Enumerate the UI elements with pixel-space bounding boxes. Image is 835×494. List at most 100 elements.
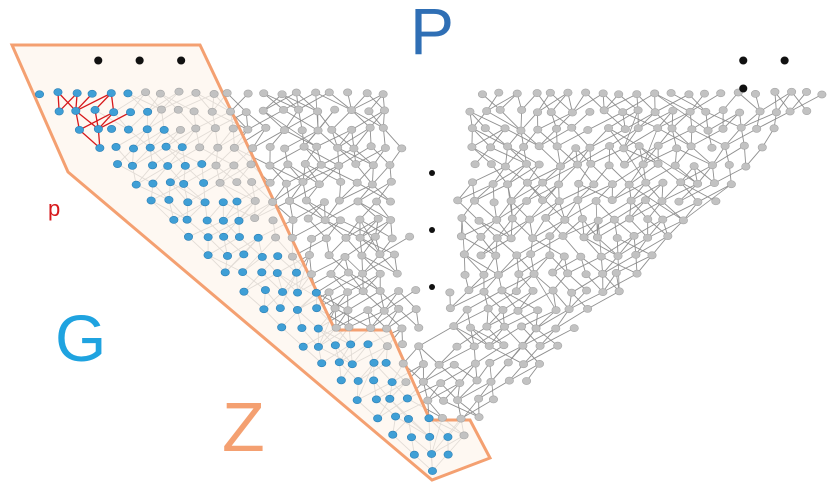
edge [583,236,619,257]
node-blue [403,415,413,423]
node [666,89,676,97]
node [373,214,383,223]
edge [485,127,508,147]
edge [470,327,490,347]
edge [353,148,374,166]
node [657,197,667,205]
node [488,395,498,404]
node [307,234,317,243]
node [739,141,749,150]
node [581,88,591,97]
edge [636,93,656,113]
node-blue [165,178,175,187]
node [619,160,629,169]
node [271,233,281,242]
edge [512,218,533,239]
edge [537,112,573,131]
node-blue [391,412,401,421]
edge [507,146,540,165]
edge [745,147,763,167]
node [280,126,290,134]
node [382,324,392,333]
node [357,251,367,260]
node [668,106,678,115]
node [752,124,762,133]
edge [362,290,385,312]
node [320,216,330,225]
node-blue [317,359,327,368]
node [614,287,624,296]
node [485,358,495,367]
vertical-ellipsis-dot [429,284,435,290]
node-blue [293,288,303,297]
node [533,125,543,134]
node-blue [313,324,323,333]
edge [348,272,381,292]
node [459,431,469,440]
edge [398,308,420,329]
node [455,379,465,388]
edge [450,289,470,309]
edge [379,290,399,310]
node [467,124,477,133]
edge [560,147,591,167]
edge [348,310,385,328]
edge [661,183,698,202]
node [474,413,484,422]
edge [676,147,713,166]
node [477,90,487,99]
node-blue [259,305,269,314]
edge [577,145,610,165]
node [593,216,603,225]
node-blue [253,233,263,242]
edge [438,346,458,366]
edge [612,182,647,201]
node [554,180,564,189]
node [592,233,602,242]
edge [289,183,320,202]
edge [526,183,559,202]
node [703,126,713,135]
node-blue [387,378,397,387]
edge [572,92,604,113]
node [436,379,446,388]
node [479,287,489,296]
edge [537,92,569,113]
node [573,196,583,204]
node [733,88,743,97]
edge [602,273,638,293]
node [397,144,407,153]
edge [472,166,506,183]
edge [602,93,624,113]
node [545,251,555,260]
edge [475,344,505,364]
node [611,268,621,277]
node [445,288,455,297]
node [640,196,650,205]
node [545,232,555,240]
node-blue [142,125,152,134]
node [583,304,593,313]
node-blue [163,162,173,170]
node [303,214,313,223]
node [498,306,508,314]
edge [286,164,322,185]
edge [457,381,492,401]
edge [697,183,732,203]
edge [657,111,691,129]
node-blue [297,324,307,332]
edge [614,219,635,237]
ellipsis-top-right: • • • [735,45,801,106]
node [741,162,751,171]
red-edge [58,92,78,112]
node [343,88,353,97]
node [609,215,619,224]
node [711,197,721,206]
node [291,88,301,97]
edge [489,326,522,347]
node [653,141,663,150]
edge [440,363,476,384]
node [355,215,365,224]
node [718,124,728,133]
region-z-outline [9,43,493,482]
